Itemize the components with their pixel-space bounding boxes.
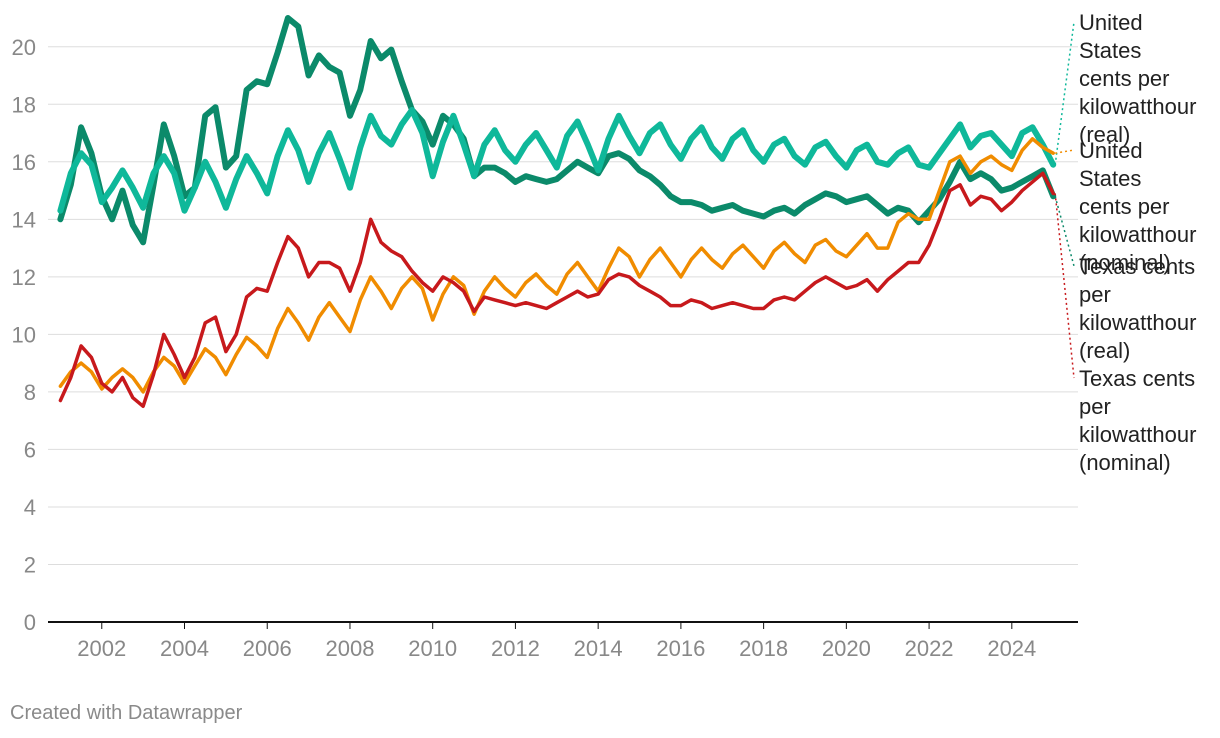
- y-tick-label: 0: [24, 610, 36, 635]
- y-axis-ticks: 0 2 4 6 8 10 12 14 16 18 20: [12, 35, 36, 635]
- x-axis-ticks: 2002 2004 2006 2008 2010 2012 2014 2016 2018 2020…: [77, 622, 1036, 661]
- y-tick-label: 4: [24, 495, 36, 520]
- series-label-tx-nominal: Texas cents: [1079, 366, 1195, 391]
- series-label-tx-nominal: kilowatthour: [1079, 422, 1196, 447]
- series-label-tx-real: kilowatthour: [1079, 310, 1196, 335]
- series-line-us-real: [57, 107, 1057, 214]
- label-leader-line: [1054, 21, 1075, 165]
- x-tick-label: 2022: [905, 636, 954, 661]
- x-tick-label: 2016: [656, 636, 705, 661]
- series-label-us-real: kilowatthour: [1079, 94, 1196, 119]
- y-tick-label: 16: [12, 150, 36, 175]
- x-tick-label: 2006: [243, 636, 292, 661]
- series-line-us-nominal: [58, 137, 1055, 394]
- y-tick-label: 12: [12, 265, 36, 290]
- series-label-us-real: United: [1079, 10, 1143, 35]
- y-tick-label: 8: [24, 380, 36, 405]
- series-label-us-real: (real): [1079, 122, 1130, 147]
- x-tick-label: 2002: [77, 636, 126, 661]
- label-leader-line: [1054, 196, 1075, 267]
- series-line-tx-real: [57, 15, 1057, 246]
- y-tick-label: 10: [12, 322, 36, 347]
- series-label-tx-real: per: [1079, 282, 1111, 307]
- y-tick-label: 2: [24, 552, 36, 577]
- series-label-us-nominal: kilowatthour: [1079, 222, 1196, 247]
- series-label-tx-nominal: per: [1079, 394, 1111, 419]
- x-tick-label: 2024: [987, 636, 1036, 661]
- series-label-us-nominal: United: [1079, 138, 1143, 163]
- x-tick-label: 2018: [739, 636, 788, 661]
- y-tick-label: 20: [12, 35, 36, 60]
- x-tick-label: 2014: [574, 636, 623, 661]
- series-label-tx-real: Texas cents: [1079, 254, 1195, 279]
- x-tick-label: 2010: [408, 636, 457, 661]
- series-label-us-nominal: (nominal): [1079, 250, 1171, 275]
- series-label-us-nominal: cents per: [1079, 194, 1170, 219]
- series-label-us-real: States: [1079, 38, 1141, 63]
- x-tick-label: 2004: [160, 636, 209, 661]
- y-tick-label: 18: [12, 92, 36, 117]
- y-tick-label: 14: [12, 207, 36, 232]
- label-leader-line: [1055, 149, 1075, 154]
- x-tick-label: 2020: [822, 636, 871, 661]
- series-lines: [57, 15, 1057, 409]
- series-label-tx-real: (real): [1079, 338, 1130, 363]
- series-label-tx-nominal: (nominal): [1079, 450, 1171, 475]
- footer-credit: Created with Datawrapper: [10, 702, 243, 724]
- y-tick-label: 6: [24, 437, 36, 462]
- label-leader-line: [1054, 193, 1075, 379]
- series-label-us-real: cents per: [1079, 66, 1170, 91]
- series-label-us-nominal: States: [1079, 166, 1141, 191]
- x-tick-label: 2012: [491, 636, 540, 661]
- x-tick-label: 2008: [325, 636, 374, 661]
- series-line-tx-nominal: [58, 171, 1055, 409]
